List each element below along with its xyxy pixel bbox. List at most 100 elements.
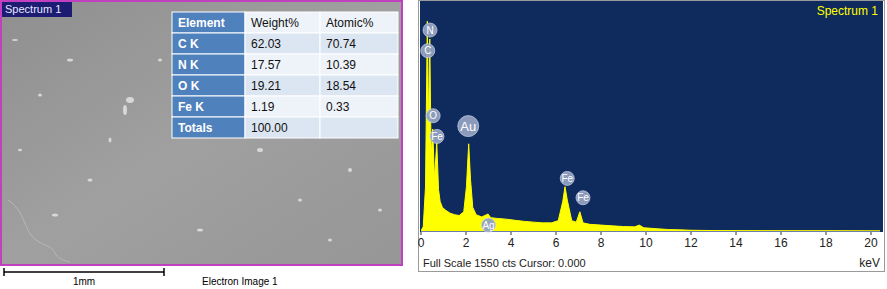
texture-speck: [88, 179, 93, 182]
table-cell: [245, 75, 320, 96]
image-label-box: [2, 2, 72, 17]
table-text: 1.19: [251, 100, 275, 114]
texture-speck: [12, 39, 18, 41]
texture-speck: [109, 138, 112, 143]
scale-bar: [4, 271, 164, 273]
scale-bar-label: 1mm: [73, 276, 95, 287]
x-tick-label: 2: [463, 236, 470, 250]
texture-speck: [257, 148, 263, 152]
x-tick-label: 12: [684, 236, 698, 250]
table-cell: [172, 33, 245, 54]
table-cell: [320, 54, 398, 75]
annotations: Full Scale 1550 cts Cursor: 0.000 NC O Fe Au…: [421, 23, 590, 269]
table-cell: [245, 96, 320, 117]
peak-label: O: [429, 110, 437, 121]
scale-bar-end: [3, 268, 5, 276]
table-cell: [320, 33, 398, 54]
texture-speck: [126, 97, 134, 103]
texture-streak: [8, 200, 70, 262]
table-cell: [245, 33, 320, 54]
table-text: Fe K: [178, 100, 204, 114]
table-header: Element: [178, 16, 225, 30]
table-cell: [245, 12, 320, 33]
x-tick-label: 8: [598, 236, 605, 250]
spectrum: [421, 21, 880, 231]
x-tick-label: 20: [864, 236, 878, 250]
texture-speck: [18, 149, 22, 151]
x-tick-label: 16: [774, 236, 788, 250]
peak-label-bubble: [423, 23, 437, 37]
peak-label: C: [424, 45, 431, 56]
table-text: 0.33: [326, 100, 350, 114]
x-tick: [466, 232, 467, 235]
table-text: 18.54: [326, 79, 356, 93]
table-cell: [245, 54, 320, 75]
x-tick: [826, 232, 827, 235]
texture-speck: [52, 214, 58, 217]
x-tick: [871, 232, 872, 235]
peak-label: Ag: [482, 220, 494, 231]
x-tick-label: 10: [639, 236, 653, 250]
texture-speck: [38, 94, 42, 97]
texture-speck: [298, 199, 302, 202]
x-tick: [646, 232, 647, 235]
table-cell: [320, 75, 398, 96]
table-text: C K: [178, 37, 199, 51]
footer-note: Full Scale 1550 cts Cursor: 0.000: [423, 257, 586, 269]
peak-label: Au: [460, 119, 476, 134]
table-cell: [172, 117, 245, 138]
x-tick: [511, 232, 512, 235]
table-header: Atomic%: [326, 16, 374, 30]
table-cell: [320, 12, 398, 33]
x-tick-label: 6: [553, 236, 560, 250]
x-tick-label: 14: [729, 236, 743, 250]
x-tick: [691, 232, 692, 235]
peak-label: N: [426, 25, 433, 36]
table-text: 62.03: [251, 37, 281, 51]
table-text: 17.57: [251, 58, 281, 72]
table-text: 70.74: [326, 37, 356, 51]
x-tick: [556, 232, 557, 235]
plot-background: [420, 1, 883, 232]
texture-speck: [158, 59, 162, 62]
table-text: N K: [178, 58, 199, 72]
figure: Spectrum 1 Element Weight% Atomic% C K 62.03 7…: [0, 0, 887, 289]
table-cell: [172, 12, 245, 33]
peak-label: Fe: [577, 192, 589, 203]
image-caption: Electron Image 1: [202, 276, 278, 287]
x-tick-label: 18: [819, 236, 833, 250]
table-text: 100.00: [251, 121, 288, 135]
x-tick: [736, 232, 737, 235]
table-text: 10.39: [326, 58, 356, 72]
peak-label-bubble: [482, 218, 496, 232]
electron-image-panel: Spectrum 1 Element Weight% Atomic% C K 62.03 7…: [1, 1, 402, 265]
image-label: Spectrum 1: [5, 3, 61, 15]
x-tick-label: 4: [508, 236, 515, 250]
sem-image: [1, 1, 402, 265]
texture-speck: [348, 168, 352, 172]
table-cell: [172, 75, 245, 96]
table-header: Weight%: [251, 16, 299, 30]
table-cell: [245, 117, 320, 138]
table-text: O K: [178, 79, 200, 93]
texture-speck: [67, 59, 73, 62]
x-tick: [781, 232, 782, 235]
peak-label-bubble: [458, 116, 479, 137]
peak-label-bubble: [421, 44, 435, 58]
peak-label-bubble: [576, 191, 590, 205]
spectrum-marks: [421, 21, 880, 231]
texture-speck: [328, 239, 332, 242]
peak-label-bubble: [560, 171, 574, 185]
peak-label: Fe: [431, 131, 443, 142]
texture-speck: [123, 105, 127, 115]
x-axis-label: keV: [859, 256, 880, 270]
x-tick: [421, 232, 422, 235]
table-cell: [172, 96, 245, 117]
x-tick: [601, 232, 602, 235]
panel-frame: [419, 1, 885, 272]
scale-bar-end: [163, 268, 165, 276]
spectrum-panel: 02468101214161820Spectrum 1keVFull Scale…: [418, 1, 885, 272]
table-text: 19.21: [251, 79, 281, 93]
table-cell: [320, 96, 398, 117]
peak-label-bubble: [426, 109, 440, 123]
